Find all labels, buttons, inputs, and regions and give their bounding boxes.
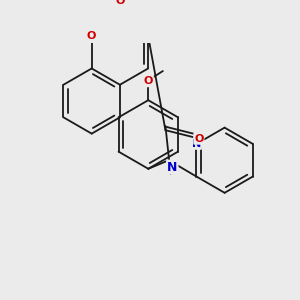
Text: O: O <box>115 0 124 6</box>
Text: N: N <box>167 160 178 174</box>
Text: O: O <box>194 134 204 144</box>
Text: N: N <box>192 139 201 149</box>
Text: O: O <box>144 76 153 86</box>
Text: O: O <box>87 31 96 41</box>
